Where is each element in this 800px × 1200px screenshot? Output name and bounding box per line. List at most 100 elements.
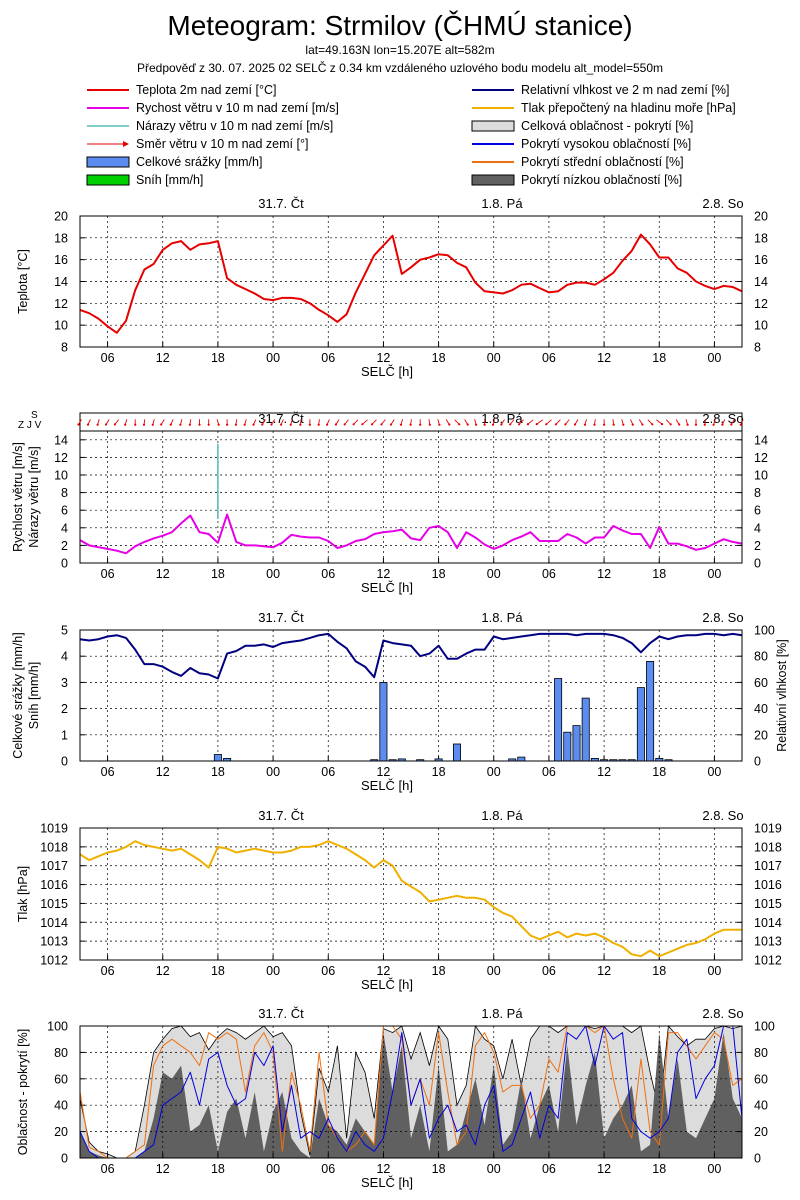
temp-xtick-label-6: 18 (432, 351, 446, 365)
pres-xlabel: SELČ [h] (361, 977, 413, 992)
precip-xtick-label-5: 12 (376, 765, 390, 779)
temp-ytick-right-label-0: 8 (754, 341, 761, 355)
temp-ytick-label-4: 16 (54, 253, 68, 267)
temp-xtick-label-8: 06 (542, 351, 556, 365)
wind-ytick-label-5: 10 (54, 469, 68, 483)
legend-left-3-label: Směr větru v 10 m nad zemí [°] (136, 137, 308, 151)
wind-direction-arrowhead (573, 423, 577, 426)
humidity-line (79, 632, 743, 680)
wind-ytick-right-label-0: 0 (754, 557, 761, 571)
precip-xtick-label-1: 12 (156, 765, 170, 779)
pres-ytick-label-7: 1019 (40, 822, 68, 836)
cloud-day-label-1: 1.8. Pá (481, 1006, 523, 1021)
pres-frame (79, 827, 743, 961)
precip-ytick-label-0: 0 (61, 755, 68, 769)
wind-direction-arrowhead (104, 423, 108, 426)
wind-xtick-label-9: 12 (597, 567, 611, 581)
wind-direction-arrowhead (142, 423, 146, 426)
wind-direction-arrowhead (308, 423, 311, 426)
wind-ytick-label-1: 2 (61, 539, 68, 553)
cloud-xtick-label-3: 00 (266, 1162, 280, 1176)
location-subtitle: lat=49.163N lon=15.207E alt=582m (305, 43, 495, 57)
pres-ytick-right-label-7: 1019 (754, 822, 782, 836)
pres-xtick-label-10: 18 (652, 964, 666, 978)
precip-xtick-label-4: 06 (321, 765, 335, 779)
pres-ytick-right-label-5: 1017 (754, 859, 782, 873)
cloud-xtick-label-10: 18 (652, 1162, 666, 1176)
cloud-ytick-right-label-2: 40 (754, 1099, 768, 1113)
precip-xtick-label-11: 00 (707, 765, 721, 779)
wind-direction-arrow (527, 419, 534, 425)
cloud-xtick-label-9: 12 (597, 1162, 611, 1176)
wind-ytick-right-label-2: 4 (754, 521, 761, 535)
precip-day-label-0: 31.7. Čt (258, 610, 304, 625)
cloud-ytick-label-2: 40 (54, 1099, 68, 1113)
precip-ylabel: Celkové srážky [mm/h] (11, 632, 25, 758)
precipitation-bar (646, 661, 655, 762)
pres-xtick-label-2: 18 (211, 964, 225, 978)
wind-direction-arrowhead (458, 423, 461, 426)
wind-direction-arrowhead (343, 423, 346, 426)
wind-direction-arrowhead (712, 423, 715, 426)
legend-left-1-label: Rychost větru v 10 m nad zemí [m/s] (136, 101, 339, 115)
wind-direction-arrowhead (554, 423, 558, 426)
temp-xtick-label-4: 06 (321, 351, 335, 365)
cloud-day-label-0: 31.7. Čt (258, 1006, 304, 1021)
wind-direction-arrowhead (612, 423, 615, 426)
cloud-xtick-label-1: 12 (156, 1162, 170, 1176)
wind-direction-arrowhead (252, 423, 255, 426)
wind-direction-arrowhead (535, 423, 538, 426)
temp-ylabel: Teplota [°C] (16, 249, 30, 314)
temp-ytick-label-1: 10 (54, 319, 68, 333)
cloud-xtick-label-2: 18 (211, 1162, 225, 1176)
legend-left-5-swatch (86, 174, 130, 186)
pres-xtick-label-1: 12 (156, 964, 170, 978)
cloud-ytick-right-label-5: 100 (754, 1020, 775, 1034)
wind-direction-arrowhead (96, 423, 99, 426)
wind-ytick-label-3: 6 (61, 504, 68, 518)
cloud-ytick-label-0: 0 (61, 1152, 68, 1166)
temp-ytick-right-label-5: 18 (754, 231, 768, 245)
precipitation-bar (517, 756, 526, 762)
wind-direction-arrowhead (77, 423, 80, 426)
temp-day-label-2: 2.8. So (702, 196, 743, 211)
wind-xlabel: SELČ [h] (361, 580, 413, 595)
wind-day-label-1: 1.8. Pá (481, 411, 523, 426)
legend-right-0-label: Relativní vlhkost ve 2 m nad zemí [%] (521, 83, 729, 97)
temp-xtick-label-0: 06 (101, 351, 115, 365)
precip-xtick-label-2: 18 (211, 765, 225, 779)
temperature-line (79, 233, 743, 334)
wind-direction-arrowhead (113, 423, 116, 426)
legend: Teplota 2m nad zemí [°C] Rychost větru v … (86, 83, 736, 187)
wind-direction-arrowhead (545, 423, 548, 426)
cloud-ytick-right-label-0: 0 (754, 1152, 761, 1166)
wind-direction-arrowhead (466, 423, 469, 426)
pres-xtick-label-0: 06 (101, 964, 115, 978)
pres-xtick-label-9: 12 (597, 964, 611, 978)
wind-speed-line (79, 513, 743, 555)
wind-direction-arrow (656, 419, 663, 425)
wind-direction-arrowhead (134, 423, 137, 426)
precipitation-bar (636, 687, 645, 762)
temp-ytick-right-label-1: 10 (754, 319, 768, 333)
wind-frame (79, 430, 743, 564)
pres-day-label-2: 2.8. So (702, 808, 743, 823)
humidity-ylabel: Relativní vlhkost [%] (775, 639, 789, 752)
legend-left-4-swatch (86, 156, 130, 168)
wind-dir-label-mid: Z J V (18, 420, 42, 431)
wind-direction-arrowhead (526, 423, 530, 426)
temp-day-label-1: 1.8. Pá (481, 196, 523, 211)
cloud-ytick-label-3: 60 (54, 1072, 68, 1086)
temp-ytick-right-label-6: 20 (754, 210, 768, 224)
cloud-ytick-label-1: 20 (54, 1125, 68, 1139)
forecast-subtitle: Předpověď z 30. 07. 2025 02 SELČ z 0.34 … (136, 61, 664, 75)
wind-direction-arrowhead (188, 423, 191, 426)
pres-ytick-right-label-6: 1018 (754, 840, 782, 854)
temp-xtick-label-1: 12 (156, 351, 170, 365)
temp-xtick-label-7: 00 (487, 351, 501, 365)
cloud-xtick-label-11: 00 (707, 1162, 721, 1176)
wind-direction-arrowhead (475, 423, 478, 426)
wind-direction-arrowhead (739, 423, 742, 426)
precip-ytick-label-5: 5 (61, 624, 68, 638)
